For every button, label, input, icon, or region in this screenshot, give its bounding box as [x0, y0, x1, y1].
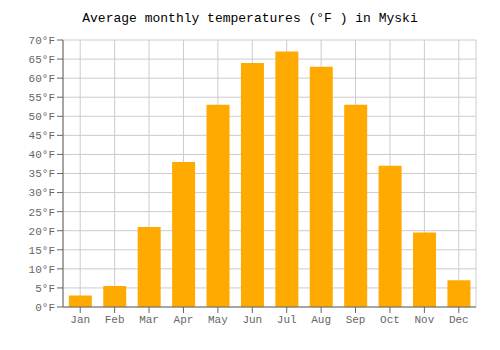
svg-text:40°F: 40°F: [29, 149, 55, 161]
svg-text:Aug: Aug: [311, 314, 331, 326]
svg-text:Jul: Jul: [277, 314, 297, 326]
svg-text:25°F: 25°F: [29, 207, 55, 219]
svg-text:15°F: 15°F: [29, 245, 55, 257]
svg-text:60°F: 60°F: [29, 73, 55, 85]
svg-text:Dec: Dec: [449, 314, 469, 326]
svg-text:Feb: Feb: [105, 314, 125, 326]
svg-text:Mar: Mar: [139, 314, 159, 326]
svg-text:Sep: Sep: [346, 314, 366, 326]
svg-text:20°F: 20°F: [29, 226, 55, 238]
svg-text:5°F: 5°F: [35, 283, 55, 295]
svg-text:Jan: Jan: [70, 314, 90, 326]
svg-text:45°F: 45°F: [29, 130, 55, 142]
svg-text:50°F: 50°F: [29, 111, 55, 123]
html-text:Average monthly temperatures (: Average monthly temperatures (°F ) in My…: [82, 11, 418, 26]
svg-text:55°F: 55°F: [29, 92, 55, 104]
svg-text:35°F: 35°F: [29, 168, 55, 180]
svg-text:65°F: 65°F: [29, 54, 55, 66]
svg-text:10°F: 10°F: [29, 264, 55, 276]
svg-text:Apr: Apr: [174, 314, 194, 326]
svg-text:70°F: 70°F: [29, 35, 55, 47]
svg-text:Oct: Oct: [380, 314, 400, 326]
svg-text:May: May: [208, 314, 228, 326]
svg-text:Jun: Jun: [242, 314, 262, 326]
svg-text:Nov: Nov: [414, 314, 434, 326]
svg-text:30°F: 30°F: [29, 187, 55, 199]
svg-text:0°F: 0°F: [35, 302, 55, 314]
